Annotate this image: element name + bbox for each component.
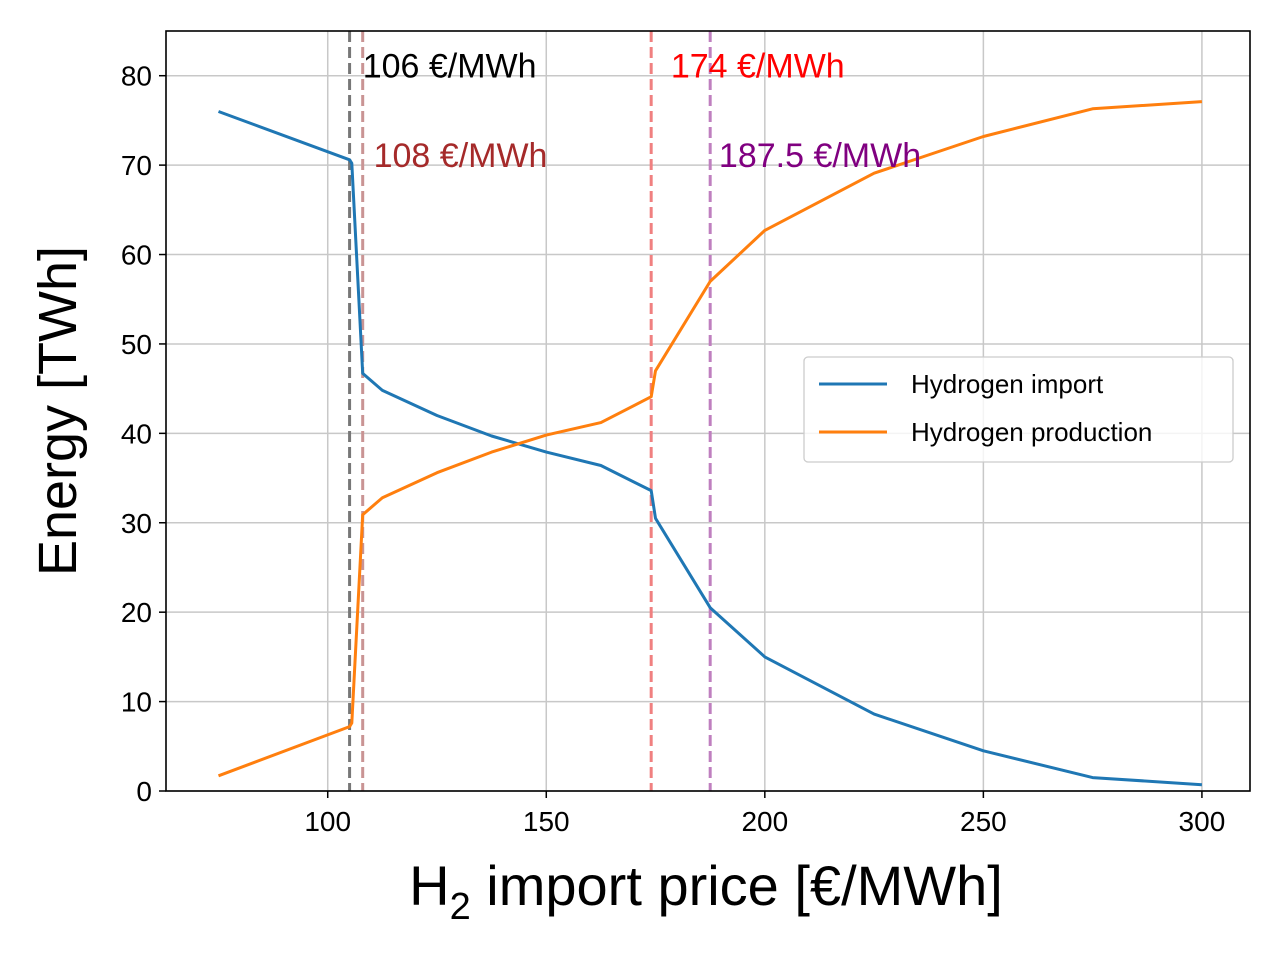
price-annotation: 106 €/MWh [363,47,537,85]
price-annotation: 108 €/MWh [374,137,548,175]
legend: Hydrogen import Hydrogen production [803,356,1234,463]
price-annotations: 106 €/MWh 108 €/MWh 174 €/MWh 187.5 €/MWh [363,47,921,174]
x-tick-label: 250 [960,806,1007,837]
y-tick-label: 60 [121,240,152,271]
price-annotation: 187.5 €/MWh [719,137,921,175]
y-tick-label: 0 [136,776,152,807]
reference-lines [348,31,712,791]
y-tick-label: 10 [121,687,152,718]
x-tick-label: 150 [523,806,570,837]
legend-box [803,356,1234,463]
data-series [217,100,1202,787]
y-tick-label: 30 [121,508,152,539]
x-axis-title-rest: import price [€/MWh] [471,854,1003,917]
series-line-hydrogen-production [217,100,1202,778]
x-tick-label: 100 [304,806,351,837]
x-axis-title-subscript: 2 [450,886,471,928]
x-axis-title-h: H [409,854,449,917]
x-axis-title: H2 import price [€/MWh] [409,854,1003,928]
price-annotation: 174 €/MWh [671,47,845,85]
x-tick-label: 200 [741,806,788,837]
y-tick-label: 40 [121,418,152,449]
legend-label-hydrogen-import: Hydrogen import [911,369,1104,399]
y-tick-label: 50 [121,329,152,360]
y-tick-label: 80 [121,61,152,92]
series-line-hydrogen-import [217,110,1202,787]
y-tick-label: 70 [121,150,152,181]
y-tick-label: 20 [121,597,152,628]
x-tick-label: 300 [1179,806,1226,837]
plot-frame [165,30,1251,792]
axis-ticks: 100 150 200 250 300 0 10 20 30 40 50 60 70 80 [121,61,1225,837]
y-axis-title: Energy [TWh] [28,246,88,576]
legend-label-hydrogen-production: Hydrogen production [911,417,1152,447]
